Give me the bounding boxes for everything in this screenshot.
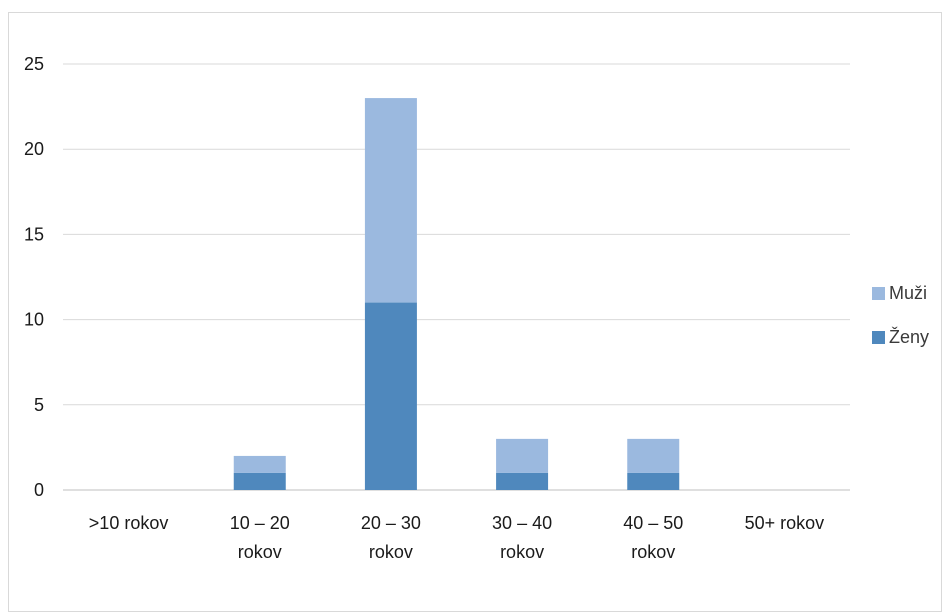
y-tick-label: 10: [24, 310, 44, 330]
bar-muzi: [233, 455, 286, 473]
legend-label: Muži: [889, 283, 927, 303]
gridlines: [63, 63, 850, 406]
y-tick-label: 5: [34, 395, 44, 415]
bar-zeny: [364, 302, 417, 490]
x-tick-label: rokov: [500, 542, 544, 562]
x-tick-label: 20 – 30: [361, 513, 421, 533]
bar-zeny: [627, 472, 680, 490]
x-tick-label: rokov: [631, 542, 675, 562]
x-tick-label: 10 – 20: [230, 513, 290, 533]
x-tick-label: 40 – 50: [623, 513, 683, 533]
bar-zeny: [233, 472, 286, 490]
legend-swatch: [872, 331, 885, 344]
x-axis-tick-labels: >10 rokov 10 – 20 rokov 20 – 30 rokov 30 – 40…: [89, 513, 824, 562]
x-tick-label: 30 – 40: [492, 513, 552, 533]
legend: Muži Ženy: [872, 283, 929, 347]
chart-frame: [8, 12, 942, 612]
y-tick-label: 20: [24, 139, 44, 159]
y-tick-label: 0: [34, 480, 44, 500]
x-tick-label: rokov: [369, 542, 413, 562]
bar-muzi: [496, 438, 549, 473]
y-axis-tick-labels: 0 5 10 15 20 25: [24, 54, 44, 500]
x-tick-label: >10 rokov: [89, 513, 169, 533]
bar-muzi: [364, 98, 417, 303]
x-tick-label: 50+ rokov: [745, 513, 825, 533]
bar-zeny: [496, 472, 549, 490]
y-tick-label: 15: [24, 224, 44, 244]
y-tick-label: 25: [24, 54, 44, 74]
bars: [233, 98, 680, 490]
bar-muzi: [627, 438, 680, 473]
x-tick-label: rokov: [238, 542, 282, 562]
legend-label: Ženy: [889, 327, 929, 347]
legend-swatch: [872, 287, 885, 300]
